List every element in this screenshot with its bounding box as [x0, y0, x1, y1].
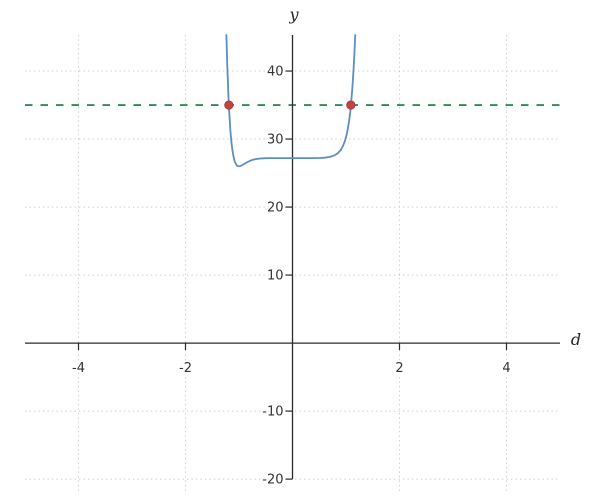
function-curve — [225, 34, 357, 168]
x-tick-label: -4 — [72, 361, 85, 376]
y-tick-label: 40 — [267, 65, 284, 80]
intersection-point — [346, 100, 356, 110]
gridlines — [25, 35, 558, 493]
x-tick-label: -2 — [179, 361, 192, 376]
x-tick-label: 4 — [502, 361, 510, 376]
x-tick-label: 2 — [395, 361, 403, 376]
scatter-layer — [224, 100, 356, 110]
x-axis-label: d — [571, 330, 581, 349]
y-tick-label: -10 — [262, 405, 283, 420]
tick-labels: -4 -2 2 4 -20 -10 10 20 30 40 — [70, 63, 512, 490]
curve-layer — [225, 34, 357, 168]
axes — [25, 35, 560, 480]
y-tick-label: -20 — [262, 473, 283, 488]
intersection-point — [224, 100, 234, 110]
y-axis-label: y — [288, 5, 299, 24]
y-tick-label: 20 — [267, 201, 284, 216]
y-tick-label: 10 — [267, 269, 284, 284]
y-tick-label: 30 — [267, 133, 284, 148]
